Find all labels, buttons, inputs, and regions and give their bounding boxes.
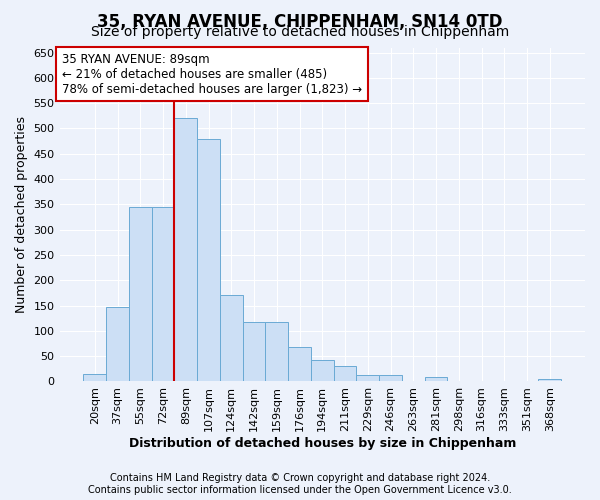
Y-axis label: Number of detached properties: Number of detached properties — [15, 116, 28, 313]
X-axis label: Distribution of detached houses by size in Chippenham: Distribution of detached houses by size … — [128, 437, 516, 450]
Text: Size of property relative to detached houses in Chippenham: Size of property relative to detached ho… — [91, 25, 509, 39]
Bar — [356, 375, 379, 382]
Bar — [106, 306, 129, 382]
Bar — [129, 207, 152, 382]
Bar — [197, 138, 220, 382]
Bar — [334, 366, 356, 382]
Bar — [265, 322, 288, 382]
Bar — [152, 207, 175, 382]
Text: 35 RYAN AVENUE: 89sqm
← 21% of detached houses are smaller (485)
78% of semi-det: 35 RYAN AVENUE: 89sqm ← 21% of detached … — [62, 52, 362, 96]
Bar — [220, 296, 242, 382]
Text: 35, RYAN AVENUE, CHIPPENHAM, SN14 0TD: 35, RYAN AVENUE, CHIPPENHAM, SN14 0TD — [97, 12, 503, 30]
Text: Contains HM Land Registry data © Crown copyright and database right 2024.
Contai: Contains HM Land Registry data © Crown c… — [88, 474, 512, 495]
Bar — [311, 360, 334, 382]
Bar — [288, 347, 311, 382]
Bar — [175, 118, 197, 382]
Bar — [83, 374, 106, 382]
Bar — [425, 378, 448, 382]
Bar — [242, 322, 265, 382]
Bar — [538, 379, 561, 382]
Bar — [379, 375, 402, 382]
